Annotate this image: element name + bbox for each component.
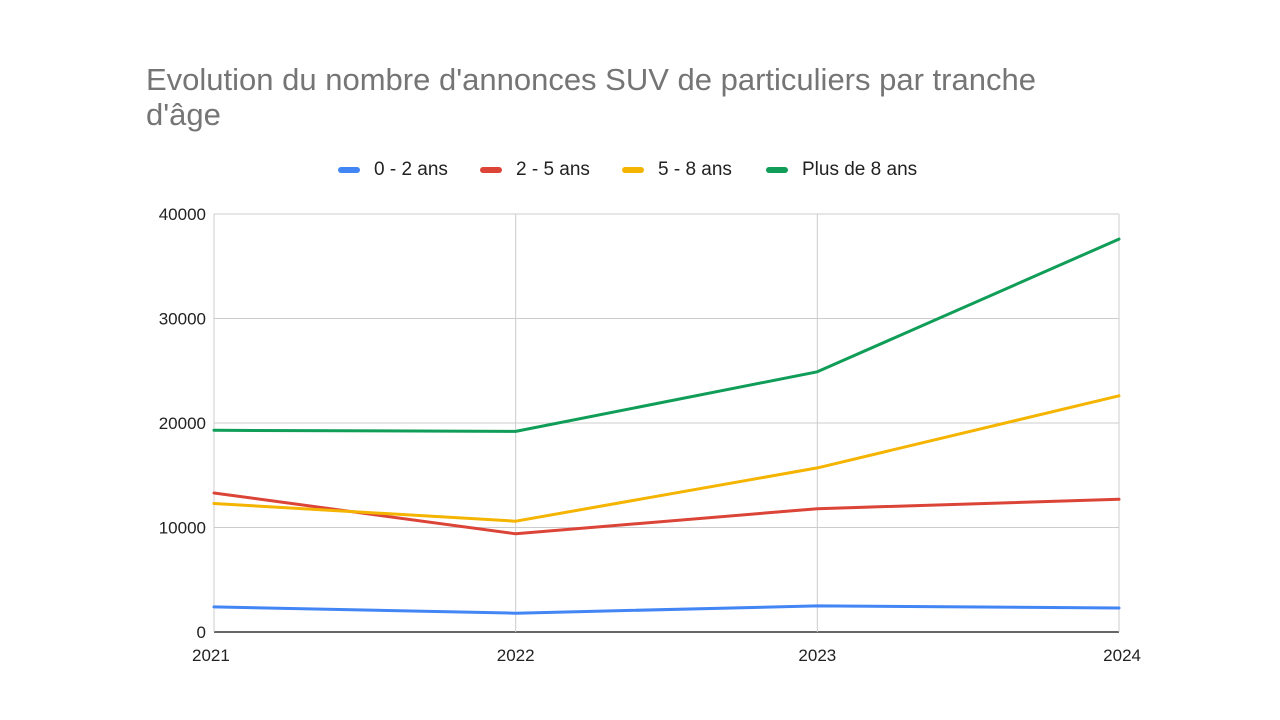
- y-tick-label: 30000: [159, 310, 206, 329]
- y-tick-label: 40000: [159, 205, 206, 224]
- y-tick-label: 0: [197, 623, 206, 642]
- legend-swatch-yellow: [622, 167, 644, 173]
- legend-item-plus-de-8-ans[interactable]: Plus de 8 ans: [766, 155, 917, 185]
- grid: [213, 213, 1120, 633]
- y-axis-labels: 0 10000 20000 30000 40000: [159, 205, 206, 642]
- legend-item-0-2-ans[interactable]: 0 - 2 ans: [338, 155, 448, 185]
- x-tick-label: 2022: [497, 646, 535, 665]
- chart-title: Evolution du nombre d'annonces SUV de pa…: [146, 62, 1036, 132]
- legend-label: 0 - 2 ans: [374, 159, 448, 180]
- y-tick-label: 20000: [159, 414, 206, 433]
- legend-item-2-5-ans[interactable]: 2 - 5 ans: [480, 155, 590, 185]
- legend: 0 - 2 ans 2 - 5 ans 5 - 8 ans Plus de 8 …: [0, 155, 1280, 185]
- legend-label: 2 - 5 ans: [516, 159, 590, 180]
- legend-swatch-red: [480, 167, 502, 173]
- x-tick-label: 2024: [1103, 646, 1141, 665]
- y-tick-label: 10000: [159, 519, 206, 538]
- x-tick-label: 2021: [192, 646, 230, 665]
- series-line-0[interactable]: [212, 604, 1121, 615]
- series-lines: [212, 237, 1121, 615]
- legend-swatch-blue: [338, 167, 360, 173]
- legend-label: Plus de 8 ans: [802, 159, 918, 180]
- x-axis-labels: 2021 2022 2023 2024: [192, 646, 1141, 665]
- series-line-3[interactable]: [212, 237, 1121, 433]
- x-tick-label: 2023: [798, 646, 836, 665]
- legend-label: 5 - 8 ans: [658, 159, 732, 180]
- series-line-2[interactable]: [212, 394, 1121, 523]
- legend-swatch-green: [766, 167, 788, 173]
- legend-item-5-8-ans[interactable]: 5 - 8 ans: [622, 155, 732, 185]
